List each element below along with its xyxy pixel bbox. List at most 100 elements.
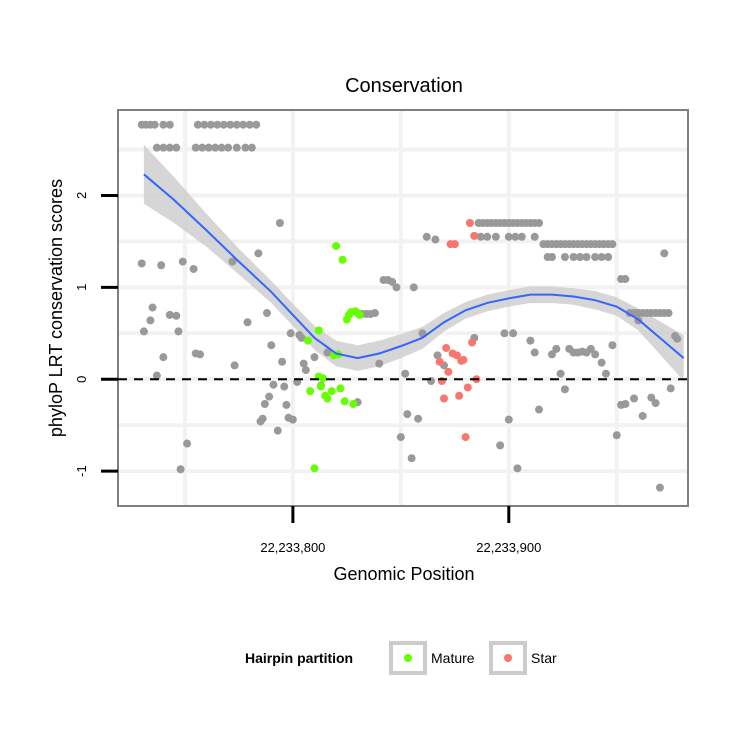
point-other bbox=[262, 309, 271, 318]
point-mature bbox=[332, 241, 341, 250]
point-mature bbox=[314, 326, 323, 335]
point-other bbox=[159, 120, 168, 129]
point-other bbox=[433, 351, 442, 360]
point-other bbox=[530, 232, 539, 241]
confidence-band-area bbox=[143, 144, 684, 382]
point-other bbox=[157, 261, 166, 270]
point-other bbox=[576, 253, 585, 262]
point-other bbox=[597, 358, 606, 367]
point-other bbox=[403, 410, 412, 419]
point-mature bbox=[316, 382, 325, 391]
point-other bbox=[370, 309, 379, 318]
point-other bbox=[530, 348, 539, 357]
point-other bbox=[509, 329, 518, 338]
point-other bbox=[152, 143, 161, 152]
point-other bbox=[275, 219, 284, 228]
point-other bbox=[204, 143, 213, 152]
point-other bbox=[288, 415, 297, 424]
point-other bbox=[191, 143, 200, 152]
point-other bbox=[269, 380, 278, 389]
legend-item-mature: Mature bbox=[389, 641, 475, 675]
point-other bbox=[630, 394, 639, 403]
point-star bbox=[461, 433, 470, 442]
point-other bbox=[172, 143, 181, 152]
point-other bbox=[213, 120, 222, 129]
point-star bbox=[465, 219, 474, 228]
point-other bbox=[476, 232, 485, 241]
point-mature bbox=[338, 255, 347, 264]
point-other bbox=[206, 120, 215, 129]
point-other bbox=[252, 120, 261, 129]
point-other bbox=[586, 344, 595, 353]
point-other bbox=[178, 257, 187, 266]
point-other bbox=[591, 253, 600, 262]
point-other bbox=[483, 232, 492, 241]
point-other bbox=[535, 219, 544, 228]
point-star bbox=[459, 355, 468, 364]
point-other bbox=[172, 311, 181, 320]
point-star bbox=[468, 338, 477, 347]
point-star bbox=[455, 391, 464, 400]
point-other bbox=[496, 441, 505, 450]
y-axis-label: phyloP LRT conservation scores bbox=[46, 179, 66, 437]
point-other bbox=[526, 336, 535, 345]
point-other bbox=[183, 439, 192, 448]
point-other bbox=[165, 143, 174, 152]
point-other bbox=[174, 327, 183, 336]
point-star bbox=[450, 240, 459, 249]
point-other bbox=[591, 350, 600, 359]
point-other bbox=[597, 253, 606, 262]
point-mature bbox=[340, 397, 349, 406]
point-star bbox=[444, 367, 453, 376]
point-other bbox=[193, 120, 202, 129]
confidence-band bbox=[143, 144, 684, 382]
point-other bbox=[655, 483, 664, 492]
point-other bbox=[139, 327, 148, 336]
point-other bbox=[491, 232, 500, 241]
point-other bbox=[547, 253, 556, 262]
point-other bbox=[388, 277, 397, 286]
point-other bbox=[513, 464, 522, 473]
point-other bbox=[278, 357, 287, 366]
point-other bbox=[260, 400, 269, 409]
point-mature bbox=[336, 384, 345, 393]
point-other bbox=[504, 415, 513, 424]
y-tick-label: 0 bbox=[74, 376, 89, 383]
point-other bbox=[152, 371, 161, 380]
point-other bbox=[396, 433, 405, 442]
point-other bbox=[217, 143, 226, 152]
point-other bbox=[547, 350, 556, 359]
point-other bbox=[239, 120, 248, 129]
point-other bbox=[267, 341, 276, 350]
legend-label-star: Star bbox=[531, 650, 557, 666]
legend-key-mature bbox=[389, 641, 427, 675]
point-other bbox=[552, 344, 561, 353]
legend-title: Hairpin partition bbox=[245, 650, 353, 666]
y-axis-ticks: -1 0 1 2 bbox=[74, 192, 118, 477]
point-other bbox=[247, 143, 256, 152]
point-other bbox=[664, 309, 673, 318]
legend-swatch-star bbox=[504, 654, 512, 662]
point-other bbox=[280, 382, 289, 391]
point-other bbox=[224, 143, 233, 152]
point-other bbox=[232, 120, 241, 129]
point-other bbox=[504, 232, 513, 241]
point-other bbox=[265, 392, 274, 401]
point-other bbox=[392, 283, 401, 292]
point-other bbox=[254, 249, 263, 258]
point-other bbox=[286, 329, 295, 338]
point-star bbox=[452, 351, 461, 360]
point-other bbox=[176, 465, 185, 474]
point-other bbox=[647, 393, 656, 402]
point-other bbox=[638, 411, 647, 420]
point-other bbox=[500, 329, 509, 338]
point-other bbox=[651, 399, 660, 408]
point-other bbox=[556, 369, 565, 378]
point-other bbox=[198, 143, 207, 152]
point-other bbox=[273, 426, 282, 435]
legend: Hairpin partition Mature Star bbox=[245, 641, 557, 675]
point-other bbox=[148, 303, 157, 312]
point-other bbox=[297, 333, 306, 342]
x-axis-label: Genomic Position bbox=[333, 564, 474, 584]
